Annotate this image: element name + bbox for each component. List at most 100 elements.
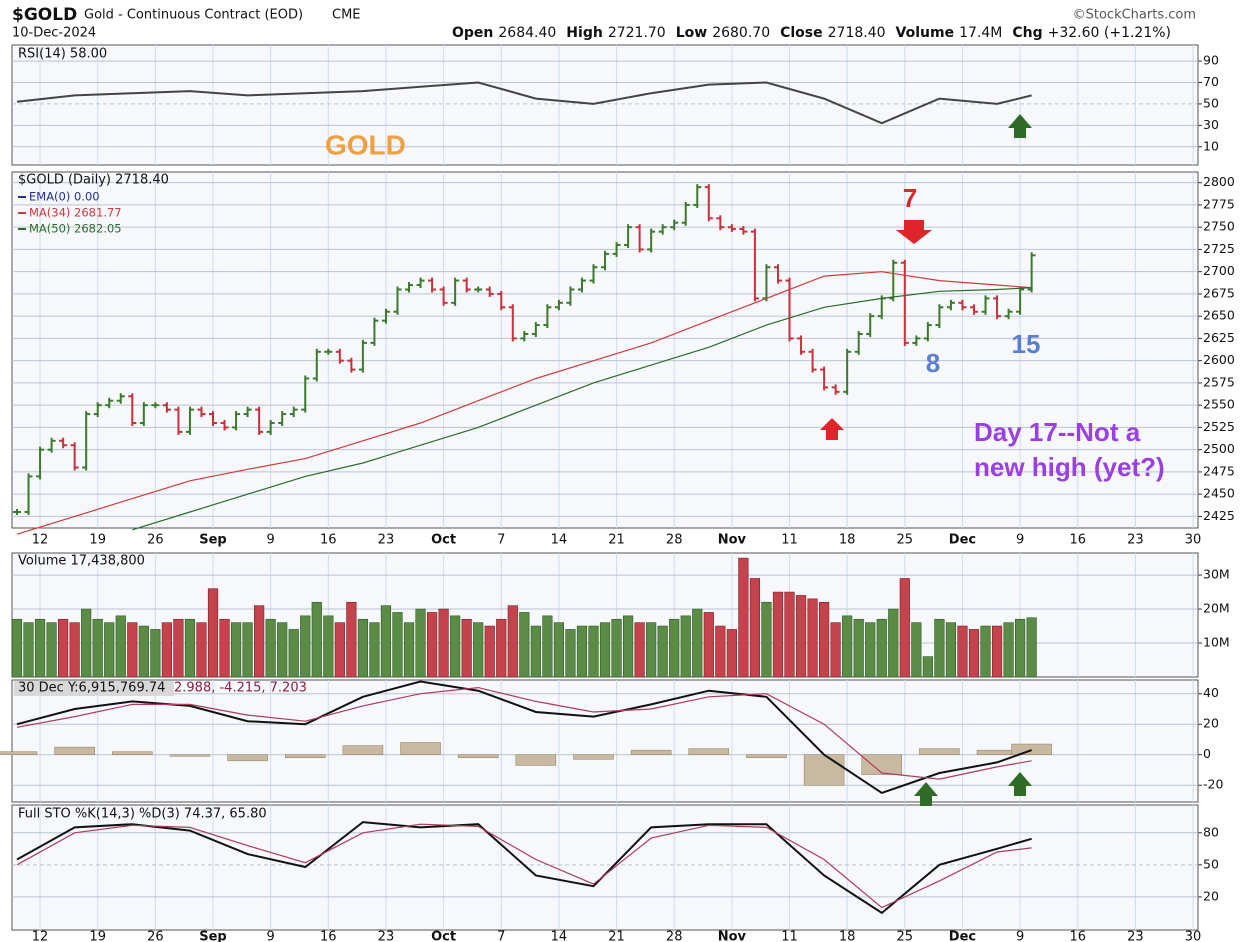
price-bar (831, 384, 840, 395)
date-label: 18 (839, 533, 856, 548)
price-bar (497, 290, 506, 311)
date-label: 12 (32, 930, 49, 942)
volume-bar (1003, 622, 1014, 678)
price-bar (658, 224, 667, 235)
price-bar (232, 411, 241, 431)
date-label: 16 (320, 930, 337, 942)
volume-bar (634, 622, 645, 678)
wave-label: 7 (903, 183, 917, 213)
y-tick-label: 2550 (1203, 397, 1235, 412)
histogram-bar (1011, 743, 1052, 755)
histogram-bar (227, 754, 268, 762)
volume-bar (657, 625, 668, 678)
arrow (1008, 114, 1032, 138)
price-bar (105, 397, 114, 409)
date-label: 28 (666, 930, 683, 942)
histogram-bar (630, 749, 672, 755)
date-label: 7 (497, 930, 505, 942)
date-label: 25 (897, 533, 914, 548)
volume-bar (150, 629, 161, 678)
line (132, 287, 1032, 531)
price-bar (439, 286, 448, 306)
price-bar (843, 348, 852, 395)
price-bar (670, 219, 679, 231)
legend-entry: EMA(0) 0.00 (29, 190, 100, 204)
arrow (1008, 772, 1032, 796)
price-bar (716, 215, 725, 231)
date-label: 9 (267, 533, 275, 548)
quote-label: Open (452, 25, 493, 41)
histogram-bar (400, 742, 441, 755)
quote: Open 2684.40 High 2721.70 Low 2680.70 Close 271… (452, 25, 1171, 41)
y-tick-label: -20 (1203, 777, 1223, 792)
price-bar (601, 250, 610, 271)
histogram-bar (919, 748, 960, 755)
volume-bar (104, 622, 115, 678)
histogram-bar (573, 754, 614, 760)
volume-bar (450, 615, 461, 678)
date-label: Nov (718, 930, 747, 942)
price-bar (324, 348, 333, 355)
y-tick-label: 50 (1203, 856, 1219, 871)
date-label: 9 (1016, 533, 1024, 548)
histogram-bar (746, 754, 787, 759)
y-tick-label: 2425 (1203, 508, 1235, 523)
date-label: 14 (551, 533, 568, 548)
panels: 12 19 26 Sep 9 16 23 Oct 7 14 21 28 Nov 11 18 25 Dec 9 16 2… (0, 44, 1235, 942)
volume-bar (576, 625, 588, 678)
date-label: 9 (1016, 930, 1024, 942)
price-bar (624, 224, 633, 248)
volume-bar (703, 612, 714, 678)
y-tick-label: 2650 (1203, 308, 1235, 323)
volume-bar (749, 578, 761, 678)
price-bar (116, 393, 125, 404)
volume-bar (622, 615, 634, 678)
volume-bar (876, 618, 887, 678)
price-bar (347, 357, 356, 373)
price-bar (1004, 308, 1013, 320)
y-tick-label: 2475 (1203, 463, 1235, 478)
histogram-bar (688, 748, 730, 755)
date-label: 12 (32, 533, 49, 548)
y-tick-label: 2600 (1203, 352, 1235, 367)
volume-bar (669, 618, 680, 678)
price-bar (428, 277, 437, 293)
price-bar (93, 402, 102, 418)
date-label: Sep (199, 533, 227, 548)
quote-label: Low (676, 25, 708, 41)
y-tick-label: 2800 (1203, 174, 1235, 189)
price-bar (589, 264, 598, 284)
date-label: 25 (897, 930, 914, 942)
price-bar (128, 393, 137, 426)
volume-bar (968, 629, 980, 678)
date-label: 19 (89, 533, 106, 548)
price-bar (935, 304, 944, 329)
date-label: Sep (199, 930, 227, 942)
volume-bar (219, 618, 230, 678)
quote-value: +32.60 (+1.21%) (1048, 25, 1171, 41)
price-bar (647, 228, 656, 253)
price-bar (24, 473, 33, 515)
price-bar (946, 299, 955, 311)
panel (11, 44, 1199, 166)
price-bar (381, 308, 390, 324)
volume-bar (888, 608, 899, 678)
volume-bar (300, 615, 311, 678)
wave-label: 8 (926, 348, 940, 378)
price-bar (704, 184, 713, 222)
volume-bar (761, 601, 772, 678)
note: new high (yet?) (974, 452, 1165, 482)
y-tick-label: 80 (1203, 824, 1219, 839)
y-tick-label: 2450 (1203, 486, 1235, 501)
price-bar (854, 330, 863, 355)
price-bar (900, 259, 909, 346)
date-label: 11 (781, 533, 798, 548)
volume-bar (254, 605, 265, 678)
y-tick-label: 30M (1203, 567, 1230, 582)
volume-bar (530, 625, 541, 678)
volume-bar (1015, 618, 1026, 678)
volume-bar (911, 622, 922, 678)
y-tick-label: 10 (1203, 138, 1219, 153)
date-label: Dec (949, 930, 976, 942)
price-bar (36, 446, 45, 480)
